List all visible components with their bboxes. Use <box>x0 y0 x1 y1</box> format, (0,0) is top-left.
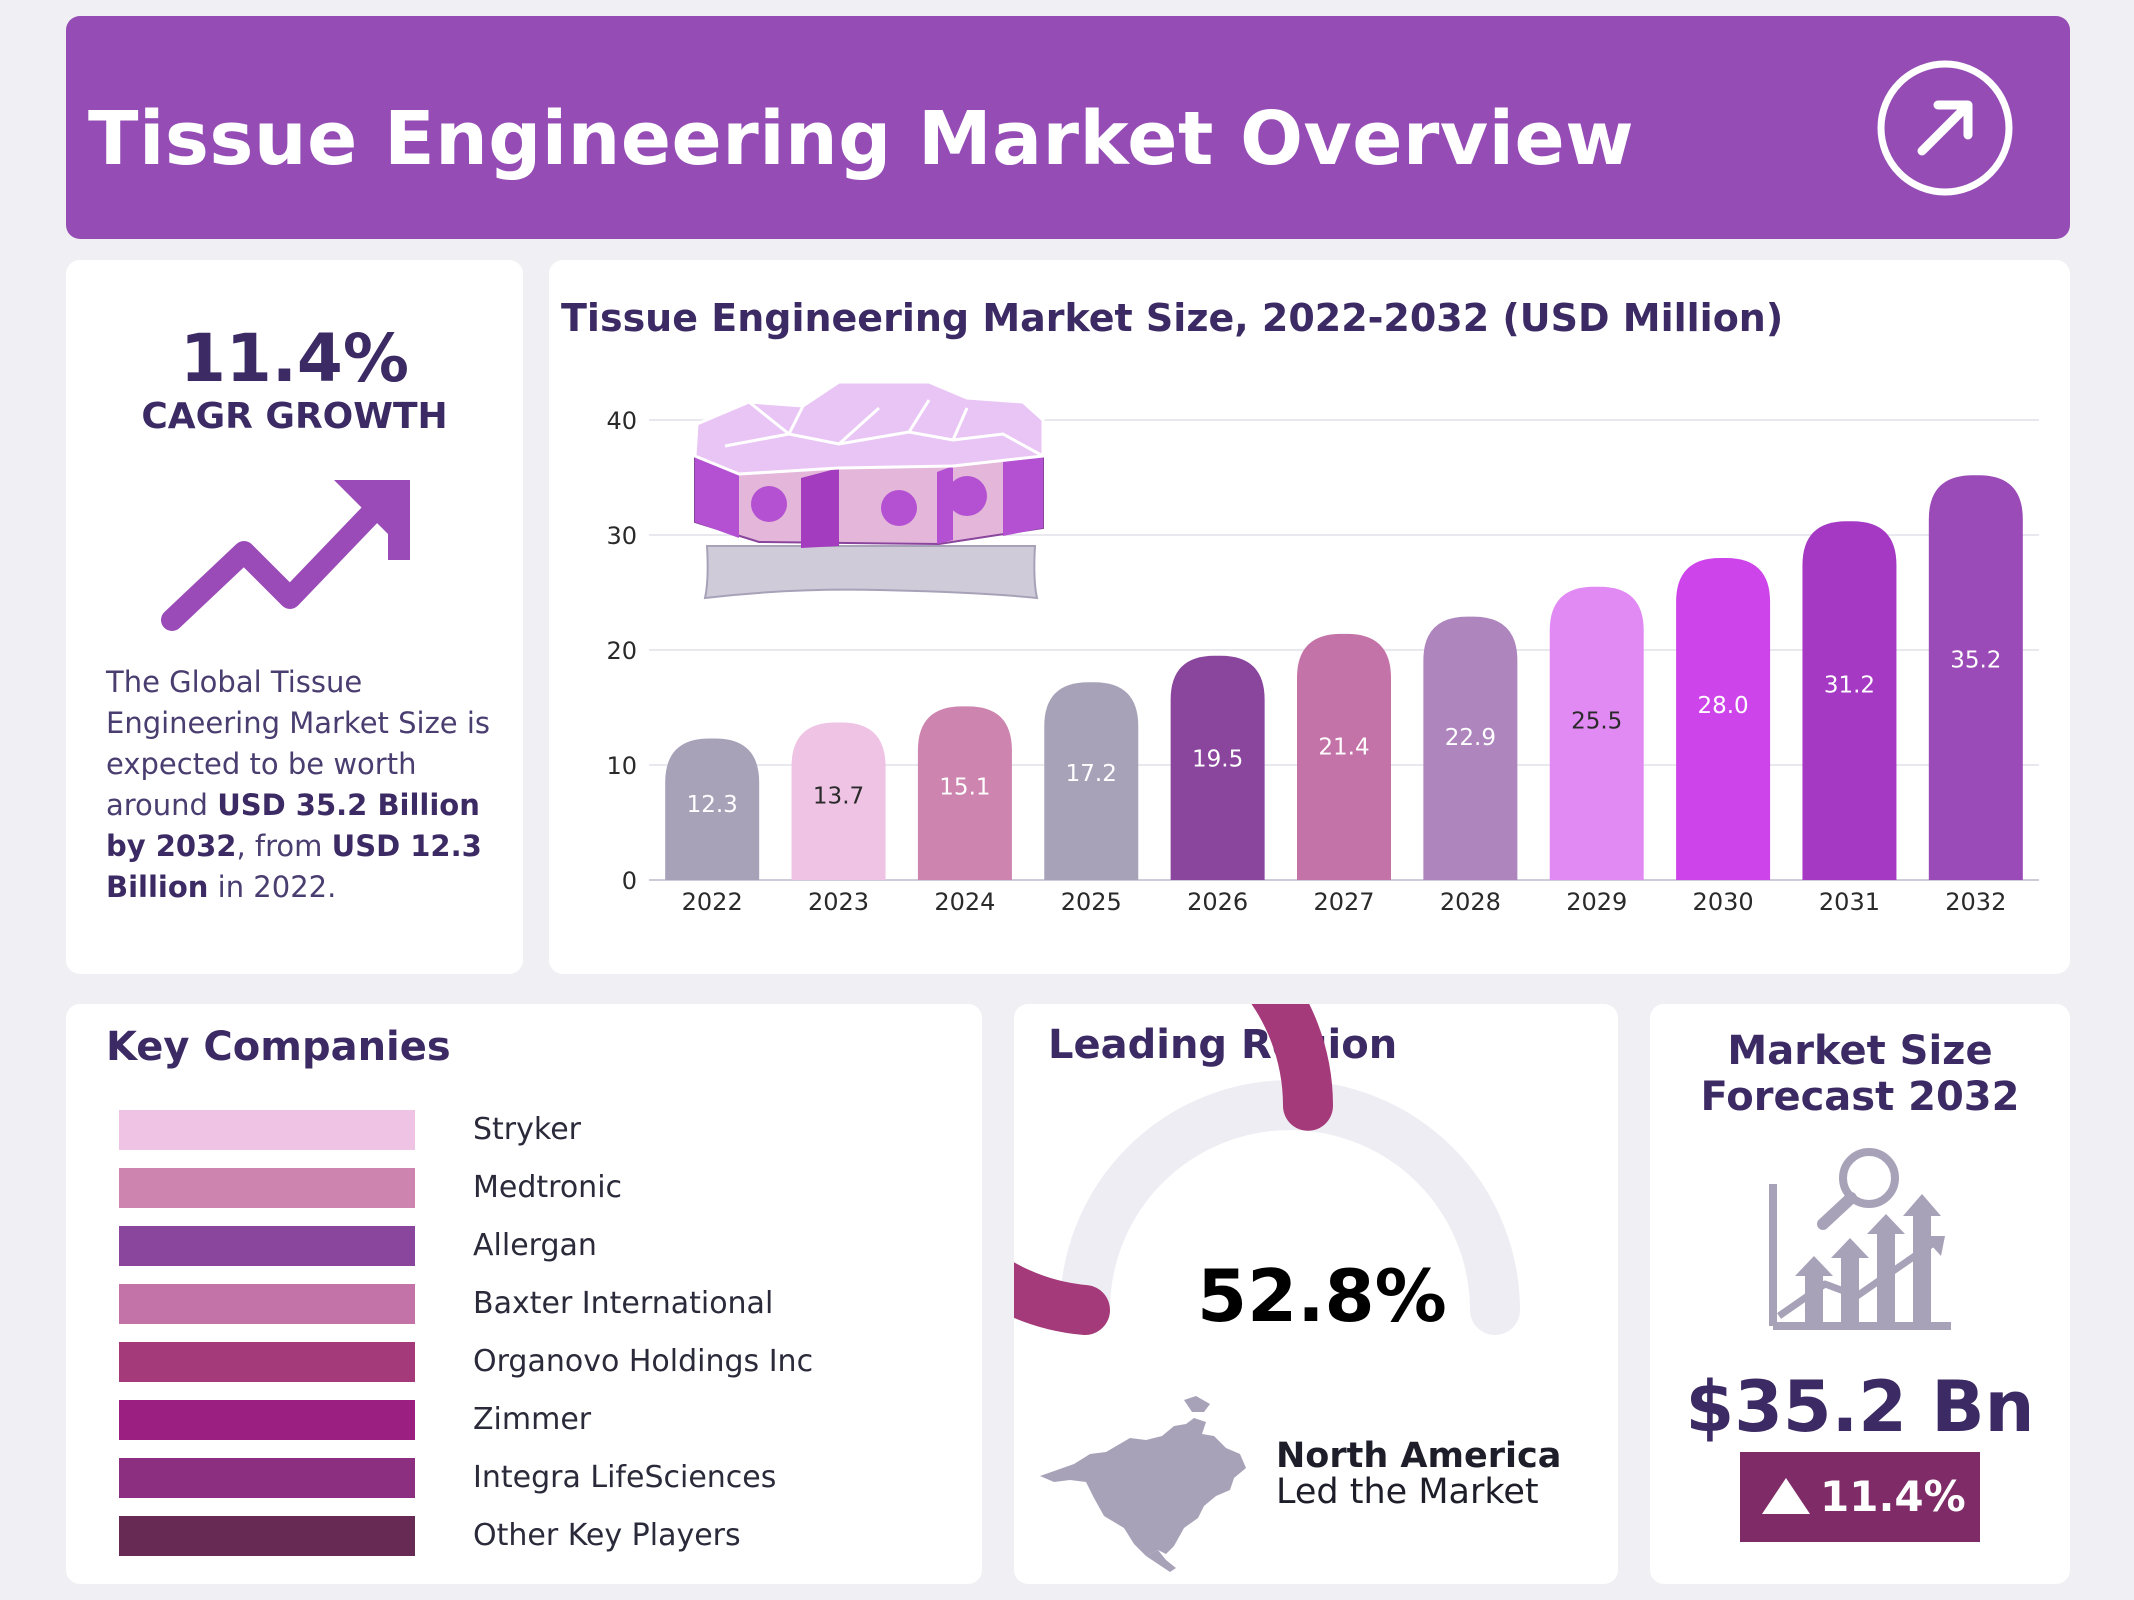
company-row-stryker: Stryker <box>119 1110 919 1150</box>
region-share-value: 52.8% <box>1197 1254 1447 1338</box>
page-title: Tissue Engineering Market Overview <box>88 96 1635 182</box>
bar-2026 <box>1170 655 1265 880</box>
company-swatch <box>119 1342 415 1382</box>
arrow-up-right-circle-icon <box>1877 60 2013 196</box>
company-row-other: Other Key Players <box>119 1516 919 1556</box>
bar-2025 <box>1044 682 1139 880</box>
bar-2031 <box>1802 521 1897 880</box>
tissue-scaffold-icon <box>693 380 1045 600</box>
y-tick-label: 40 <box>606 407 637 435</box>
x-tick-label: 2025 <box>1061 888 1122 916</box>
bar-2028 <box>1423 616 1518 880</box>
cagr-desc-text-1: The Global Tissue Engineering Market Siz… <box>106 665 491 822</box>
leading-region-card: Leading Region 52.8% North America Led t… <box>1014 1004 1618 1584</box>
bar-value-label: 12.3 <box>687 792 738 818</box>
x-tick-label: 2027 <box>1313 888 1374 916</box>
company-name: Other Key Players <box>473 1518 741 1553</box>
forecast-card: Market Size Forecast 2032 $35.2 Bn 11.4% <box>1650 1004 2070 1584</box>
bar-2022 <box>665 738 760 880</box>
region-subtitle: Led the Market <box>1276 1472 1539 1512</box>
company-row-allergan: Allergan <box>119 1226 919 1266</box>
x-tick-label: 2026 <box>1187 888 1248 916</box>
cagr-card: 11.4% CAGR GROWTH The Global Tissue Engi… <box>66 260 523 974</box>
company-swatch <box>119 1516 415 1556</box>
company-name: Stryker <box>473 1112 581 1147</box>
bar-2030 <box>1676 558 1771 880</box>
company-swatch <box>119 1226 415 1266</box>
forecast-title: Market Size Forecast 2032 <box>1700 1028 2020 1120</box>
x-tick-label: 2032 <box>1945 888 2006 916</box>
region-name: North America <box>1276 1436 1562 1476</box>
bar-value-label: 25.5 <box>1571 709 1622 735</box>
cagr-desc-highlight-2022: USD 12.3 Billion <box>106 829 482 904</box>
company-swatch <box>119 1400 415 1440</box>
bar-value-label: 13.7 <box>813 783 864 809</box>
y-tick-label: 0 <box>622 867 637 895</box>
bar-2024 <box>917 706 1012 880</box>
company-swatch <box>119 1168 415 1208</box>
bar-value-label: 15.1 <box>939 774 990 800</box>
growth-badge: 11.4% <box>1740 1452 1980 1542</box>
bar-value-label: 21.4 <box>1318 735 1369 761</box>
company-row-zimmer: Zimmer <box>119 1400 919 1440</box>
y-tick-label: 30 <box>606 522 637 550</box>
x-tick-label: 2029 <box>1566 888 1627 916</box>
company-name: Baxter International <box>473 1286 774 1321</box>
bar-2029 <box>1549 586 1644 880</box>
company-swatch <box>119 1284 415 1324</box>
cagr-desc-text-2: , from <box>236 829 332 863</box>
company-swatch <box>119 1110 415 1150</box>
chart-title: Tissue Engineering Market Size, 2022-203… <box>561 296 1784 340</box>
trend-up-arrow-icon <box>161 480 410 631</box>
y-tick-label: 20 <box>606 637 637 665</box>
key-companies-title: Key Companies <box>106 1024 451 1070</box>
company-name: Integra LifeSciences <box>473 1460 777 1495</box>
cagr-value: 11.4% <box>180 320 409 397</box>
bar-value-label: 19.5 <box>1192 747 1243 773</box>
x-tick-label: 2023 <box>808 888 869 916</box>
company-row-organovo: Organovo Holdings Inc <box>119 1342 919 1382</box>
north-america-map-icon <box>1040 1396 1246 1572</box>
region-share-gauge <box>1014 1004 1520 1335</box>
bar-2027 <box>1297 633 1391 880</box>
cagr-label: CAGR GROWTH <box>141 396 448 437</box>
company-name: Zimmer <box>473 1402 592 1437</box>
market-size-bar-chart: 12.3 13.7 15.1 17.2 19.5 21.4 22.9 25.5 28.0 31.2… <box>606 380 2039 916</box>
x-tick-label: 2022 <box>682 888 743 916</box>
bar-value-label: 35.2 <box>1950 647 2001 673</box>
x-tick-label: 2030 <box>1693 888 1754 916</box>
key-companies-card: Key Companies Stryker Medtronic Allergan… <box>66 1004 982 1584</box>
growth-chart-magnifier-icon <box>1769 1148 1951 1330</box>
company-name: Allergan <box>473 1228 597 1263</box>
market-size-chart-card: Tissue Engineering Market Size, 2022-203… <box>549 260 2070 974</box>
company-name: Organovo Holdings Inc <box>473 1344 814 1379</box>
forecast-value: $35.2 Bn <box>1685 1366 2035 1448</box>
cagr-desc-highlight-2032: USD 35.2 Billion by 2032 <box>106 788 480 863</box>
cagr-desc-text-3: in 2022. <box>208 870 337 904</box>
header-banner: Tissue Engineering Market Overview <box>66 16 2070 239</box>
bar-value-label: 28.0 <box>1697 693 1748 719</box>
company-row-integra: Integra LifeSciences <box>119 1458 919 1498</box>
leading-region-title: Leading Region <box>1048 1022 1398 1068</box>
triangle-up-icon <box>1762 1478 1810 1514</box>
y-tick-label: 10 <box>606 752 637 780</box>
x-tick-label: 2028 <box>1440 888 1501 916</box>
bar-2032 <box>1928 475 2023 880</box>
company-name: Medtronic <box>473 1170 623 1205</box>
bar-value-label: 17.2 <box>1066 761 1117 787</box>
x-tick-label: 2024 <box>934 888 995 916</box>
growth-badge-value: 11.4% <box>1820 1472 1966 1521</box>
bar-2023 <box>791 722 886 880</box>
bar-value-label: 22.9 <box>1445 725 1496 751</box>
cagr-description: The Global Tissue Engineering Market Siz… <box>106 662 506 908</box>
company-row-medtronic: Medtronic <box>119 1168 919 1208</box>
x-tick-label: 2031 <box>1819 888 1880 916</box>
company-row-baxter: Baxter International <box>119 1284 919 1324</box>
bar-value-label: 31.2 <box>1824 673 1875 699</box>
company-swatch <box>119 1458 415 1498</box>
